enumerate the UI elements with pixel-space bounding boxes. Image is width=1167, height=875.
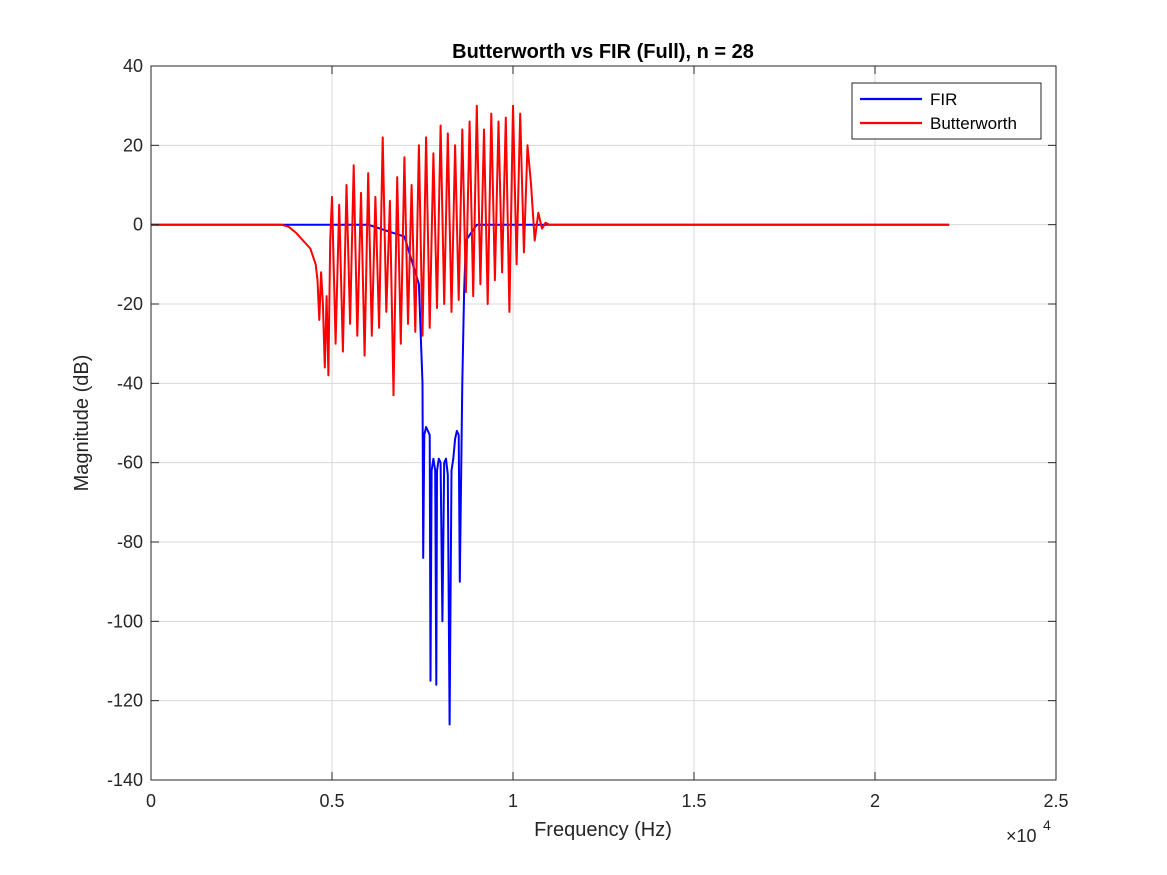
y-tick-label: -140	[107, 770, 143, 790]
y-tick-label: 40	[123, 56, 143, 76]
x-exponent: ×10 4	[1006, 817, 1051, 846]
y-tick-label: -100	[107, 611, 143, 631]
legend: FIR Butterworth	[851, 82, 1042, 140]
y-tick-label: 0	[133, 215, 143, 235]
legend-box	[851, 82, 1042, 140]
x-tick-label: 1.5	[681, 791, 706, 811]
y-tick-label: 20	[123, 135, 143, 155]
x-exponent-power: 4	[1043, 817, 1051, 833]
tick-labels: 0 0.5 1 1.5 2 2.5 40 20 0 -20 -40 -60 -80 -100 -120 -14…	[107, 56, 1069, 811]
x-tick-label: 1	[508, 791, 518, 811]
x-tick-label: 0.5	[319, 791, 344, 811]
y-tick-label: -80	[117, 532, 143, 552]
x-tick-label: 2	[870, 791, 880, 811]
legend-label-butterworth: Butterworth	[930, 114, 1017, 133]
x-tick-label: 0	[146, 791, 156, 811]
y-tick-label: -120	[107, 691, 143, 711]
axis-ticks	[150, 65, 1057, 781]
x-exponent-base: ×10	[1006, 826, 1037, 846]
chart-title: Butterworth vs FIR (Full), n = 28	[452, 41, 754, 63]
legend-label-fir: FIR	[930, 90, 957, 109]
y-tick-label: -40	[117, 373, 143, 393]
y-axis-label: Magnitude (dB)	[71, 355, 93, 492]
y-tick-label: -60	[117, 453, 143, 473]
plot-background	[151, 66, 1056, 780]
series-line-butterworth	[151, 104, 950, 397]
plot-frame	[150, 65, 1057, 781]
y-tick-label: -20	[117, 294, 143, 314]
series-layer	[151, 104, 950, 726]
x-axis-label: Frequency (Hz)	[534, 819, 672, 841]
x-tick-label: 2.5	[1043, 791, 1068, 811]
